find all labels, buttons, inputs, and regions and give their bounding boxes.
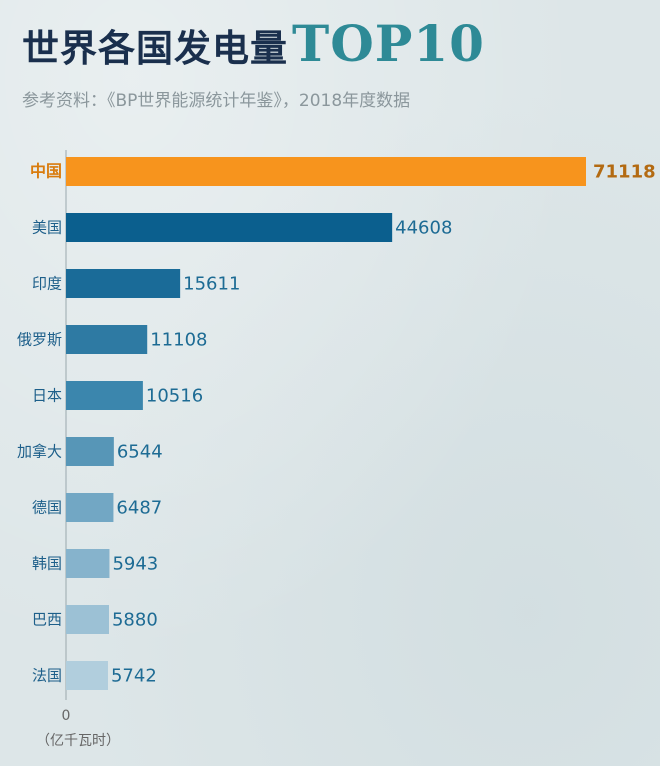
bar bbox=[66, 213, 393, 242]
data-label: 10516 bbox=[146, 386, 203, 407]
bar bbox=[66, 605, 109, 634]
data-label: 6487 bbox=[116, 498, 162, 519]
bar bbox=[66, 549, 110, 578]
category-label: 俄罗斯 bbox=[17, 331, 62, 349]
bar bbox=[66, 269, 181, 298]
category-label: 德国 bbox=[32, 499, 62, 517]
chart-title: 世界各国发电量 TOP10 bbox=[22, 14, 485, 73]
category-label: 中国 bbox=[30, 162, 62, 181]
x-axis-zero-label: 0 bbox=[62, 708, 71, 724]
data-label: 5943 bbox=[112, 554, 158, 575]
bar bbox=[66, 157, 586, 186]
category-label: 加拿大 bbox=[17, 443, 62, 461]
title-chinese: 世界各国发电量 bbox=[22, 27, 288, 70]
title-english: TOP10 bbox=[292, 14, 485, 73]
category-label: 韩国 bbox=[32, 555, 62, 573]
data-label: 15611 bbox=[183, 274, 240, 295]
chart-subtitle: 参考资料：《BP世界能源统计年鉴》，2018年度数据 bbox=[22, 91, 411, 111]
unit-label: （亿千瓦时） bbox=[36, 733, 120, 749]
data-label: 5742 bbox=[111, 666, 157, 687]
data-label: 71118 bbox=[593, 162, 656, 183]
bar bbox=[66, 381, 143, 410]
category-label: 美国 bbox=[32, 219, 62, 237]
category-label: 法国 bbox=[32, 667, 62, 685]
bar bbox=[66, 493, 114, 522]
data-label: 6544 bbox=[117, 442, 163, 463]
category-label: 巴西 bbox=[32, 611, 62, 629]
data-label: 11108 bbox=[150, 330, 207, 351]
data-label: 5880 bbox=[112, 610, 158, 631]
bar bbox=[66, 661, 108, 690]
category-label: 日本 bbox=[32, 387, 62, 405]
category-label: 印度 bbox=[32, 275, 62, 293]
data-label: 44608 bbox=[395, 218, 452, 239]
bar bbox=[66, 325, 148, 354]
bar bbox=[66, 437, 114, 466]
